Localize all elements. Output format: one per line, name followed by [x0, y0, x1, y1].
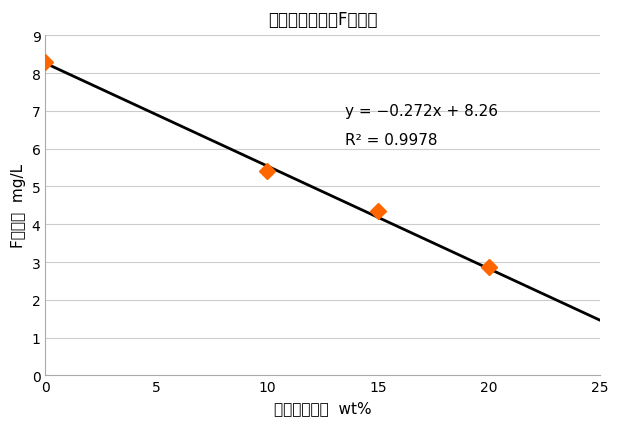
- X-axis label: 粘性土添加量  wt%: 粘性土添加量 wt%: [274, 400, 371, 415]
- Title: 粘性土添加量とF溶出量: 粘性土添加量とF溶出量: [268, 11, 378, 29]
- Text: R² = 0.9978: R² = 0.9978: [345, 132, 438, 147]
- Y-axis label: F溶出量  mg/L: F溶出量 mg/L: [11, 164, 26, 248]
- Text: y = −0.272x + 8.26: y = −0.272x + 8.26: [345, 104, 498, 119]
